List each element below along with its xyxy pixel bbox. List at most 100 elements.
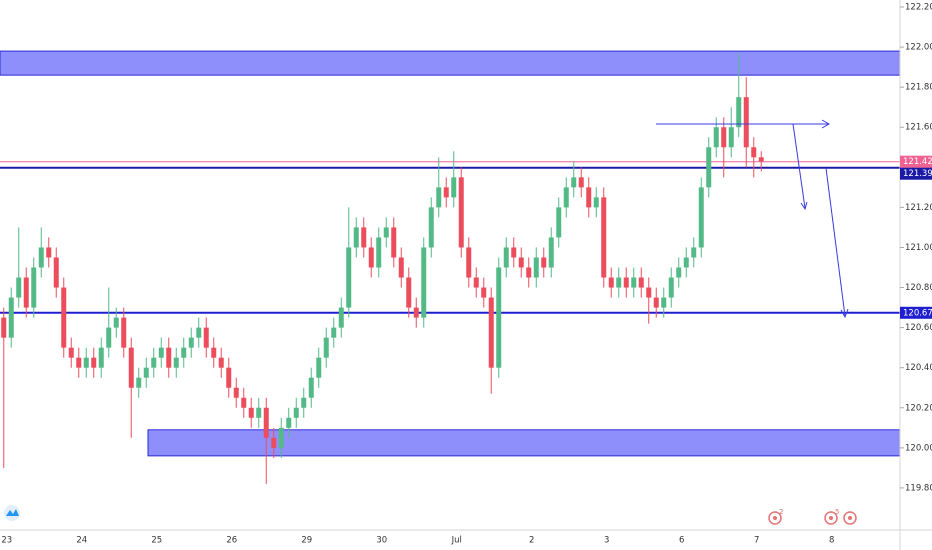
- candle-body: [226, 367, 232, 388]
- candle-body: [331, 327, 337, 338]
- candle-body: [631, 277, 637, 288]
- candle-body: [23, 277, 29, 308]
- candle-body: [256, 407, 262, 418]
- candle-body: [466, 247, 472, 278]
- candle-body: [376, 237, 382, 268]
- candle-body: [706, 147, 712, 188]
- candle-body: [346, 247, 352, 308]
- candle-body: [436, 187, 442, 208]
- y-tick-label: 121.200: [905, 203, 932, 213]
- candle-body: [173, 357, 179, 368]
- candle-body: [323, 337, 329, 358]
- candle-body: [601, 197, 607, 278]
- candle-body: [518, 257, 524, 268]
- candle-body: [383, 227, 389, 238]
- y-tick-label: 122.000: [905, 43, 932, 53]
- candle-body: [398, 257, 404, 278]
- candle-body: [758, 157, 764, 162]
- y-tick-label: 119.800: [905, 483, 932, 493]
- candle-body: [301, 397, 307, 408]
- candle-body: [653, 297, 659, 308]
- candle-body: [728, 127, 734, 148]
- y-tick-label: 120.800: [905, 283, 932, 293]
- y-tick-label: 121.800: [905, 83, 932, 93]
- candle-body: [526, 267, 532, 278]
- candle-body: [368, 247, 374, 268]
- candle-body: [76, 357, 82, 368]
- price-label-box: [900, 155, 932, 168]
- candle-body: [241, 397, 247, 408]
- candle-body: [616, 277, 622, 288]
- price-label-box: [900, 167, 932, 180]
- candle-body: [211, 347, 217, 358]
- candle-body: [571, 177, 577, 188]
- candle-body: [751, 147, 757, 158]
- candle-body: [46, 247, 52, 258]
- candle-body: [563, 187, 569, 208]
- candle-body: [361, 227, 367, 248]
- candle-body: [451, 177, 457, 198]
- price-label: 121.398: [903, 169, 932, 179]
- candle-body: [106, 327, 112, 348]
- candle-body: [713, 127, 719, 148]
- candle-body: [203, 327, 209, 348]
- candle-body: [443, 187, 449, 198]
- x-tick-label: Jul: [451, 536, 462, 546]
- candle-body: [623, 277, 629, 288]
- candle-body: [676, 267, 682, 278]
- projection-arrow: [825, 167, 846, 317]
- plot-area: [0, 50, 901, 484]
- x-tick-label: 25: [151, 536, 162, 546]
- candle-body: [556, 207, 562, 238]
- candle-body: [391, 227, 397, 258]
- event-count: 5: [835, 508, 839, 516]
- y-tick-label: 121.600: [905, 123, 932, 133]
- candle-body: [83, 357, 89, 368]
- candle-body: [61, 287, 67, 348]
- candle-body: [31, 267, 37, 308]
- x-tick-label: 8: [829, 536, 834, 546]
- x-tick-label: 7: [754, 536, 759, 546]
- candle-body: [98, 347, 104, 368]
- candle-body: [8, 297, 14, 338]
- candle-body: [578, 177, 584, 188]
- candle-body: [661, 297, 667, 308]
- candle-body: [218, 357, 224, 368]
- arrow-head: [821, 119, 831, 129]
- y-tick-label: 120.200: [905, 403, 932, 413]
- x-tick-label: 29: [301, 536, 312, 546]
- candle-body: [428, 207, 434, 248]
- candle-body: [721, 127, 727, 148]
- zone: [0, 50, 901, 76]
- candle-body: [511, 247, 517, 258]
- candle-body: [286, 417, 292, 428]
- candle-body: [16, 277, 22, 298]
- event-dot: [829, 516, 833, 520]
- arrow-head: [840, 308, 849, 319]
- candle-body: [638, 277, 644, 288]
- event-dot: [848, 516, 852, 520]
- x-tick-label: 26: [226, 536, 237, 546]
- candle-body: [233, 387, 239, 398]
- candle-body: [143, 367, 149, 378]
- candle-body: [128, 347, 134, 388]
- logo: [4, 505, 20, 521]
- candle-body: [308, 377, 314, 398]
- candle-body: [196, 327, 202, 338]
- candle-body: [421, 247, 427, 318]
- price-label: 120.674: [903, 308, 932, 318]
- candle-body: [91, 357, 97, 368]
- candle-body: [683, 257, 689, 268]
- trend-drawings: [656, 119, 849, 319]
- x-tick-label: 30: [376, 536, 387, 546]
- candle-body: [151, 357, 157, 368]
- x-tick-label: 6: [679, 536, 684, 546]
- candle-body: [548, 237, 554, 268]
- candle-body: [503, 247, 509, 268]
- candle-body: [533, 257, 539, 278]
- candle-body: [181, 347, 187, 358]
- price-label: 121.428: [903, 157, 932, 167]
- candle-body: [53, 257, 59, 288]
